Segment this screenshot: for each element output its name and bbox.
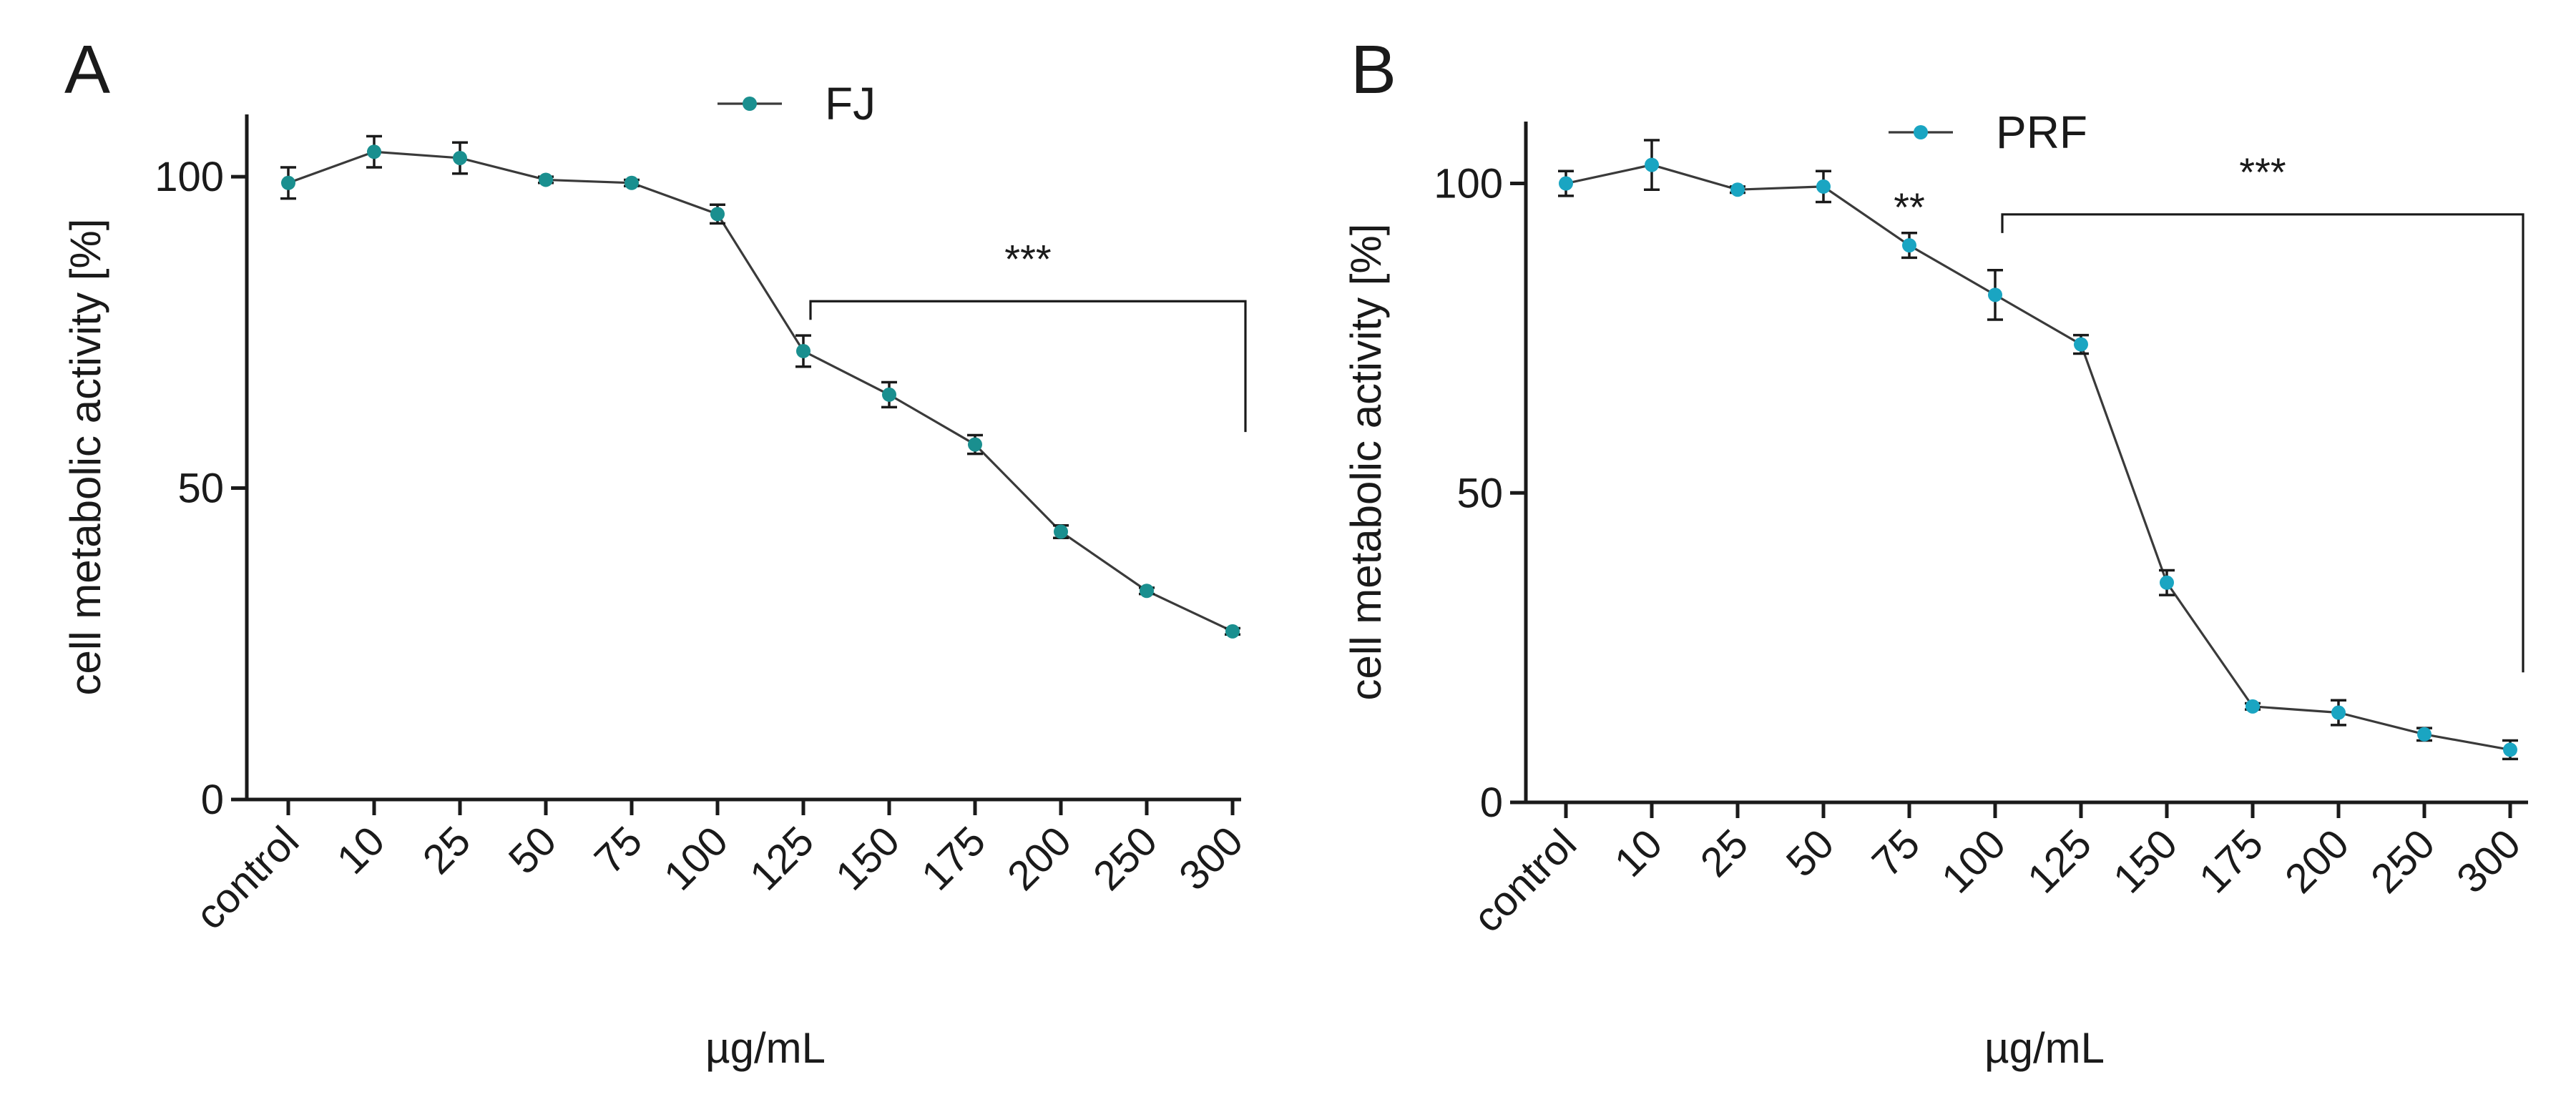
data-point xyxy=(1140,584,1154,599)
data-point xyxy=(2331,705,2346,720)
panel-letter: A xyxy=(64,31,110,108)
data-point xyxy=(539,172,553,187)
series-line xyxy=(288,150,1233,633)
y-tick-label: 100 xyxy=(155,154,224,200)
y-tick-label: 0 xyxy=(201,777,224,823)
x-tick-label: 25 xyxy=(1692,820,1758,886)
data-point xyxy=(1225,624,1240,639)
significance-bracket xyxy=(809,300,1247,433)
data-point xyxy=(367,144,381,159)
x-tick-label: 125 xyxy=(741,817,823,899)
x-tick-label: 250 xyxy=(2362,820,2444,902)
y-axis-label: cell metabolic activity [%] xyxy=(62,219,109,696)
x-tick-label: 100 xyxy=(655,817,737,899)
y-tick-label: 50 xyxy=(177,466,224,512)
data-point xyxy=(281,175,295,190)
x-tick-label: 75 xyxy=(586,817,652,883)
data-point xyxy=(2417,727,2431,742)
x-tick-label: 125 xyxy=(2019,820,2100,902)
data-point xyxy=(710,207,725,222)
x-tick-label: 300 xyxy=(1170,817,1252,899)
data-point xyxy=(1730,182,1745,197)
data-point xyxy=(882,387,896,402)
data-point xyxy=(796,343,810,358)
legend-marker xyxy=(1914,125,1928,139)
x-tick-label: 300 xyxy=(2448,820,2530,902)
significance-label: *** xyxy=(1004,236,1051,281)
data-point xyxy=(2503,742,2517,757)
data-point xyxy=(625,175,639,190)
panel-letter: B xyxy=(1351,31,1396,108)
data-point xyxy=(2074,337,2088,352)
significance-bracket xyxy=(2001,213,2524,673)
significance-label: ** xyxy=(1894,184,1925,230)
data-point xyxy=(1902,238,1916,253)
series-line xyxy=(1565,163,2511,752)
data-point xyxy=(2160,575,2174,590)
data-point xyxy=(1054,524,1068,539)
x-tick-label: 150 xyxy=(2105,820,2186,902)
x-tick-label: 175 xyxy=(2190,820,2272,902)
data-point xyxy=(1988,287,2002,302)
y-axis-label: cell metabolic activity [%] xyxy=(1342,224,1390,701)
x-tick-label: 100 xyxy=(1933,820,2014,902)
x-tick-label: 10 xyxy=(1606,820,1672,886)
data-point xyxy=(968,437,982,452)
x-tick-label: 25 xyxy=(414,817,480,883)
x-tick-label: 50 xyxy=(1778,820,1843,886)
significance-label: *** xyxy=(2239,149,2286,195)
x-axis-label: µg/mL xyxy=(705,1024,826,1072)
y-tick-label: 100 xyxy=(1434,161,1503,207)
x-tick-label: 50 xyxy=(500,817,566,883)
x-tick-label: 10 xyxy=(328,817,394,883)
data-point xyxy=(1645,157,1659,172)
x-tick-label: 200 xyxy=(2276,820,2358,902)
data-point xyxy=(1816,179,1831,194)
x-tick-label: 175 xyxy=(913,817,994,899)
x-tick-label: 150 xyxy=(827,817,909,899)
y-tick-label: 0 xyxy=(1480,779,1503,826)
x-tick-label: control xyxy=(187,817,308,938)
data-point xyxy=(1559,176,1573,191)
x-tick-label: 250 xyxy=(1084,817,1166,899)
legend-label: PRF xyxy=(1996,107,2087,158)
x-tick-label: control xyxy=(1464,820,1585,941)
legend-marker xyxy=(743,97,757,111)
x-axis-label: µg/mL xyxy=(1984,1024,2105,1072)
data-point xyxy=(2246,699,2260,714)
data-point xyxy=(453,150,467,165)
x-tick-label: 200 xyxy=(999,817,1080,899)
legend-label: FJ xyxy=(825,78,876,129)
x-tick-label: 75 xyxy=(1864,820,1929,886)
y-tick-label: 50 xyxy=(1456,470,1503,516)
